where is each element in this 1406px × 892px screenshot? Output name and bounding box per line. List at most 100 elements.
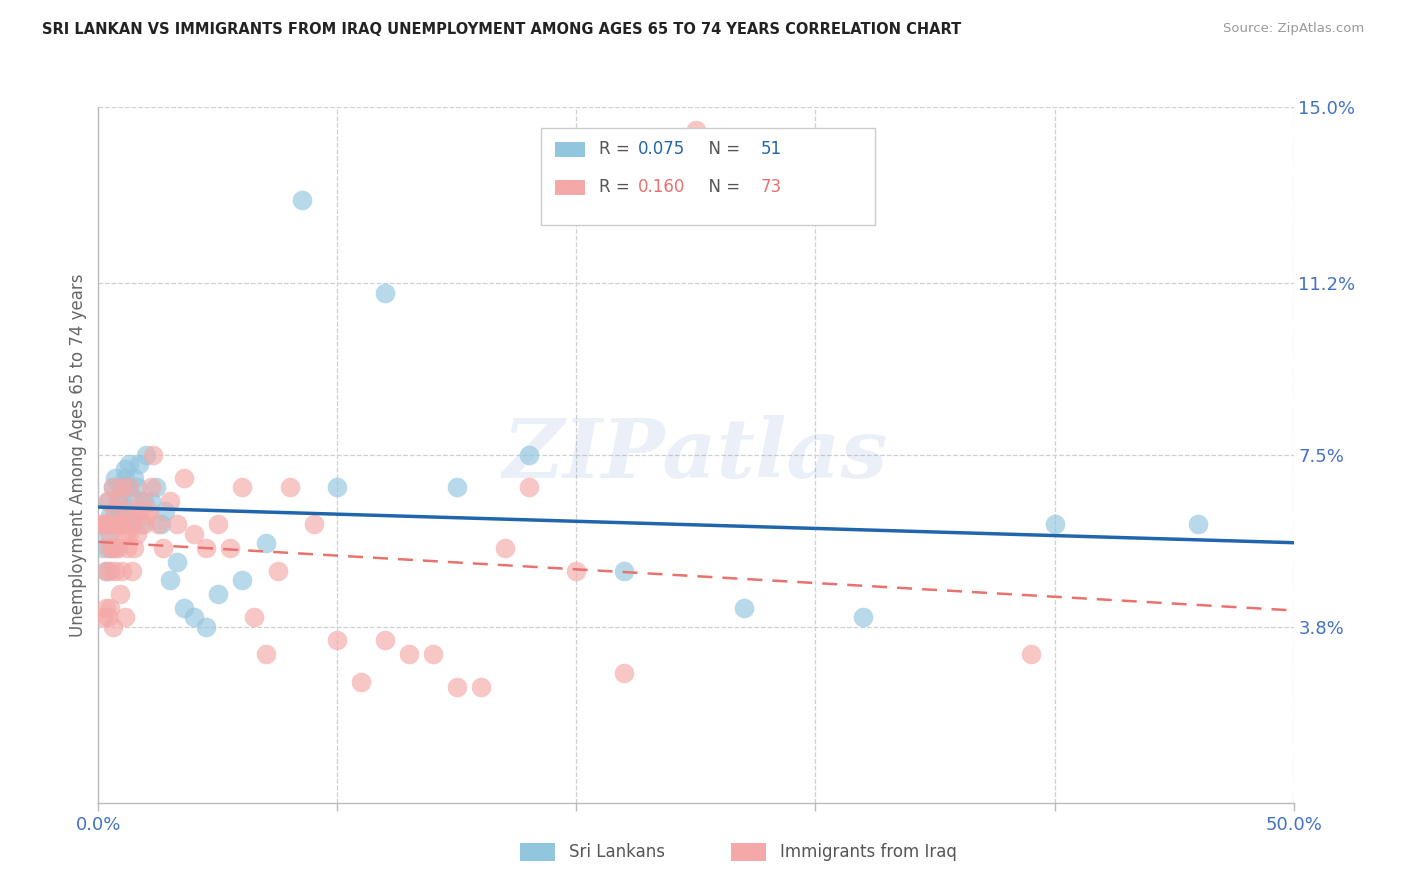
Point — [108, 517, 131, 532]
FancyBboxPatch shape — [555, 142, 585, 157]
Point — [374, 633, 396, 648]
Point — [446, 680, 468, 694]
Point — [291, 193, 314, 207]
Point — [91, 541, 114, 555]
Point — [97, 526, 120, 541]
Point — [98, 601, 122, 615]
Point — [125, 526, 148, 541]
Point — [183, 610, 205, 624]
Point — [254, 536, 277, 550]
Point — [104, 503, 127, 517]
Point — [173, 601, 195, 615]
Point — [155, 503, 177, 517]
Text: Source: ZipAtlas.com: Source: ZipAtlas.com — [1223, 22, 1364, 36]
Point — [207, 517, 229, 532]
Point — [125, 480, 148, 494]
Point — [166, 555, 188, 569]
Point — [111, 480, 134, 494]
Point — [267, 564, 290, 578]
Text: 51: 51 — [761, 140, 782, 158]
Point — [104, 471, 127, 485]
Point — [138, 503, 160, 517]
Point — [159, 494, 181, 508]
Point — [101, 517, 124, 532]
Point — [107, 517, 129, 532]
Point — [107, 494, 129, 508]
Point — [131, 494, 153, 508]
Point — [139, 480, 162, 494]
Point — [111, 494, 134, 508]
Point — [517, 448, 540, 462]
Point — [194, 619, 218, 633]
Point — [350, 675, 373, 690]
Point — [107, 517, 129, 532]
Point — [173, 471, 195, 485]
Point — [111, 517, 134, 532]
Point — [613, 665, 636, 680]
Point — [91, 517, 114, 532]
Point — [94, 601, 117, 615]
Point — [278, 480, 301, 494]
Point — [94, 564, 117, 578]
Point — [398, 648, 420, 662]
Point — [107, 494, 129, 508]
Point — [91, 610, 114, 624]
Point — [231, 480, 253, 494]
Point — [114, 526, 136, 541]
Text: Immigrants from Iraq: Immigrants from Iraq — [780, 843, 957, 861]
Point — [494, 541, 516, 555]
Point — [111, 480, 134, 494]
Point — [114, 462, 136, 476]
Point — [97, 610, 120, 624]
Point — [166, 517, 188, 532]
Point — [101, 517, 124, 532]
Point — [254, 648, 277, 662]
Point — [98, 564, 122, 578]
Point — [152, 541, 174, 555]
Text: R =: R = — [599, 140, 636, 158]
Point — [231, 573, 253, 587]
Point — [108, 503, 131, 517]
Text: 73: 73 — [761, 178, 782, 196]
Point — [149, 517, 172, 532]
Point — [115, 480, 138, 494]
Point — [94, 517, 117, 532]
Point — [470, 680, 492, 694]
Point — [374, 285, 396, 300]
Point — [104, 541, 127, 555]
Point — [108, 480, 131, 494]
Point — [142, 448, 165, 462]
Point — [104, 503, 127, 517]
Point — [115, 503, 138, 517]
Point — [139, 494, 162, 508]
Text: SRI LANKAN VS IMMIGRANTS FROM IRAQ UNEMPLOYMENT AMONG AGES 65 TO 74 YEARS CORREL: SRI LANKAN VS IMMIGRANTS FROM IRAQ UNEMP… — [42, 22, 962, 37]
Point — [852, 610, 875, 624]
Point — [115, 541, 138, 555]
Point — [101, 480, 124, 494]
Text: R =: R = — [599, 178, 636, 196]
Point — [101, 541, 124, 555]
Point — [685, 123, 707, 137]
Point — [207, 587, 229, 601]
Point — [118, 480, 141, 494]
Point — [132, 517, 155, 532]
Point — [98, 508, 122, 523]
Point — [135, 508, 157, 523]
Text: Sri Lankans: Sri Lankans — [569, 843, 665, 861]
Point — [128, 503, 150, 517]
Point — [326, 480, 349, 494]
Point — [98, 541, 122, 555]
Point — [219, 541, 242, 555]
Point — [114, 610, 136, 624]
Point — [121, 490, 143, 504]
Point — [148, 517, 170, 532]
Text: N =: N = — [699, 178, 745, 196]
Point — [1019, 648, 1042, 662]
FancyBboxPatch shape — [540, 128, 875, 226]
Point — [124, 471, 146, 485]
Point — [111, 564, 134, 578]
Point — [118, 526, 141, 541]
Point — [302, 517, 325, 532]
Point — [121, 564, 143, 578]
Point — [243, 610, 266, 624]
